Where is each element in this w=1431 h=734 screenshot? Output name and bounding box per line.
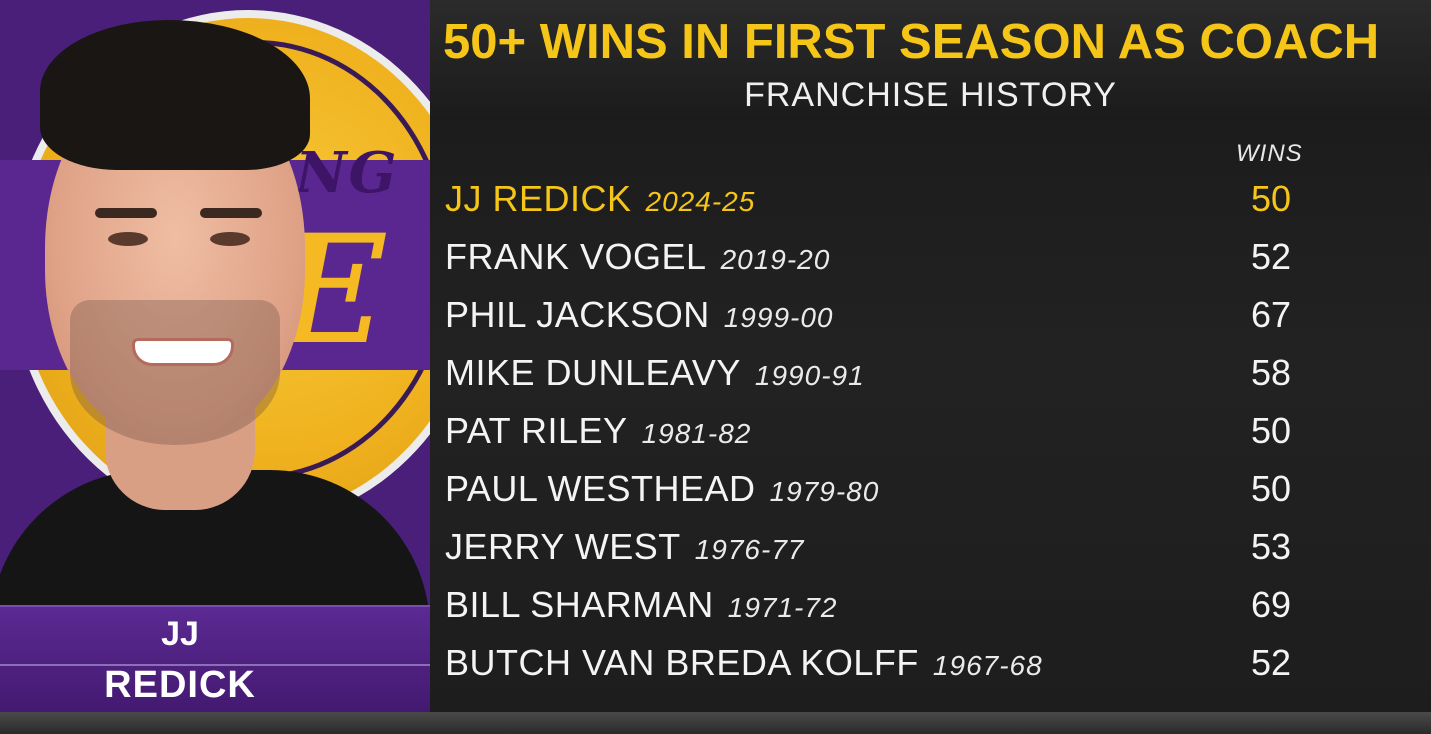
coach-left-brow (95, 208, 157, 218)
table-row: PHIL JACKSON 1999-00 67 (445, 294, 1395, 350)
coach-season: 1981-82 (641, 418, 752, 449)
coach-wins: 67 (1250, 294, 1292, 335)
coach-first-name: JJ (161, 615, 199, 653)
coach-wins: 50 (1250, 178, 1292, 219)
coach-right-eye (210, 232, 250, 246)
coach-season: 1999-00 (723, 302, 834, 333)
coach-name: MIKE DUNLEAVY (445, 352, 741, 393)
coach-season: 1976-77 (694, 534, 805, 565)
coach-right-brow (200, 208, 262, 218)
coach-wins: 50 (1250, 468, 1292, 509)
table-row: BUTCH VAN BREDA KOLFF 1967-68 52 (445, 642, 1395, 698)
coach-left-eye (108, 232, 148, 246)
coach-wins: 58 (1250, 352, 1292, 393)
coach-wins: 52 (1250, 642, 1292, 683)
coach-name: JJ REDICK (445, 178, 632, 219)
coaches-table (430, 120, 1431, 712)
coach-wins: 69 (1250, 584, 1292, 625)
coach-hair (40, 20, 310, 170)
coach-name: JERRY WEST (445, 526, 681, 567)
table-row: JERRY WEST 1976-77 53 (445, 526, 1395, 582)
coach-name: PHIL JACKSON (445, 294, 710, 335)
coach-name: FRANK VOGEL (445, 236, 707, 277)
coach-season: 2019-20 (720, 244, 831, 275)
name-plate-divider (0, 664, 430, 666)
graphic-title: 50+ WINS IN FIRST SEASON AS COACH (443, 15, 1380, 69)
coach-beard (70, 300, 280, 445)
table-row: PAUL WESTHEAD 1979-80 50 (445, 468, 1395, 524)
bottom-ticker-bar (0, 712, 1431, 734)
table-row: JJ REDICK 2024-25 50 (445, 178, 1395, 234)
table-row: PAT RILEY 1981-82 50 (445, 410, 1395, 466)
coach-season: 1967-68 (932, 650, 1043, 681)
coach-name: PAUL WESTHEAD (445, 468, 756, 509)
coach-season: 2024-25 (645, 186, 756, 217)
coach-season: 1971-72 (727, 592, 838, 623)
coach-name-plate (0, 605, 430, 714)
coach-name: BILL SHARMAN (445, 584, 714, 625)
coach-season: 1979-80 (769, 476, 880, 507)
coach-wins: 52 (1250, 236, 1292, 277)
coach-last-name: REDICK (104, 664, 256, 706)
coach-season: 1990-91 (754, 360, 865, 391)
coach-wins: 53 (1250, 526, 1292, 567)
table-row: FRANK VOGEL 2019-20 52 (445, 236, 1395, 292)
coach-name: PAT RILEY (445, 410, 628, 451)
graphic-header (430, 0, 1431, 120)
coach-smile (132, 338, 234, 366)
table-row: BILL SHARMAN 1971-72 69 (445, 584, 1395, 640)
graphic-subtitle: FRANCHISE HISTORY (744, 76, 1117, 114)
coach-wins: 50 (1250, 410, 1292, 451)
wins-column-header: WINS (1236, 140, 1303, 167)
coach-photo-panel: ANG E (0, 0, 430, 712)
table-row: MIKE DUNLEAVY 1990-91 58 (445, 352, 1395, 408)
coach-name: BUTCH VAN BREDA KOLFF (445, 642, 919, 683)
